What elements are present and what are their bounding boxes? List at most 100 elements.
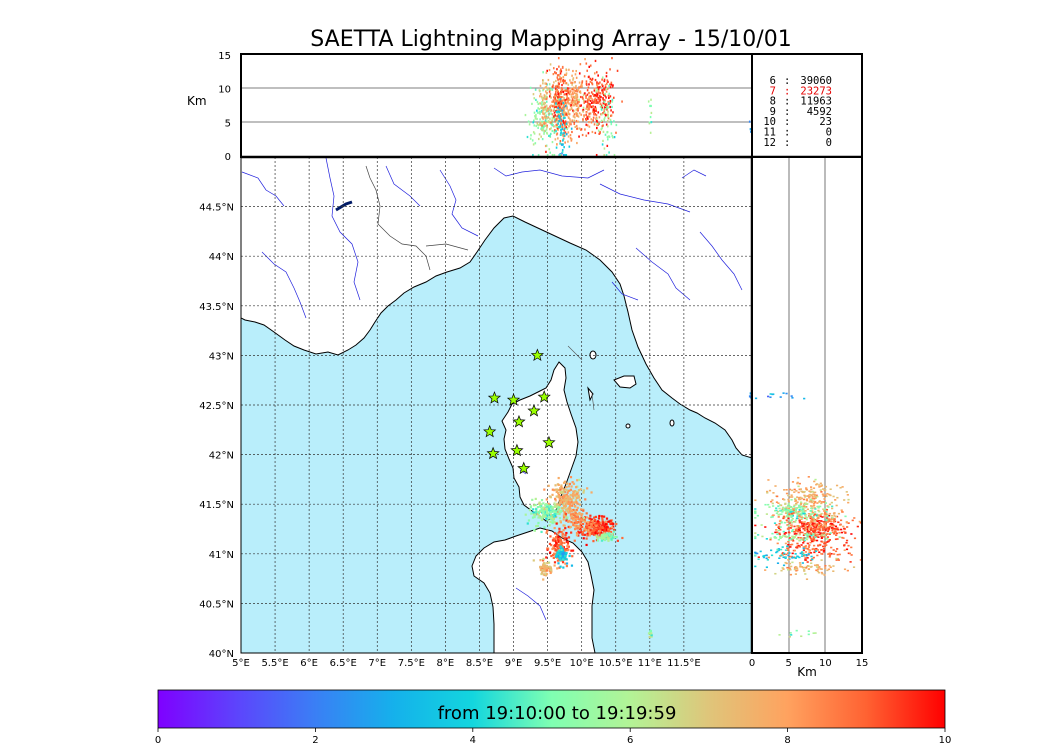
station-count-value: 11963 <box>800 96 832 108</box>
station-count-value: 4592 <box>807 106 832 118</box>
station-count-row: 12: 0 <box>763 137 832 149</box>
latitude-tick-label: 41°N <box>209 550 234 561</box>
station-count-stations: 7 <box>770 85 776 97</box>
longitude-tick-label: 6°E <box>300 658 318 669</box>
station-count-stations: 11 <box>763 127 776 139</box>
station-count-separator: : <box>784 75 790 87</box>
latitude-tick-label: 43.5°N <box>199 302 234 313</box>
latitude-ticks: 40°N 40.5°N 41°N 41.5°N 42°N 42.5°N 43°N 43.5°N… <box>199 203 234 660</box>
colorbar-tick-label: 0 <box>155 735 161 746</box>
lightning-cluster <box>647 629 653 639</box>
altitude-tick-label: 15 <box>856 658 869 669</box>
lightning-cluster <box>524 497 569 534</box>
lightning-cluster-side <box>754 545 818 569</box>
colorbar-tick-label: 8 <box>784 735 790 746</box>
station-count-row: 8:11963 <box>770 96 832 108</box>
lightning-cluster <box>595 530 618 542</box>
map-lightning-points <box>524 392 752 639</box>
capraia <box>589 350 597 360</box>
longitude-ticks: 5°E 5.5°E 6°E 6.5°E 7°E 7.5°E 8°E 8.5°E 9°E 9.5°E… <box>232 658 701 669</box>
colorbar-tick-label: 4 <box>470 735 476 746</box>
longitude-tick-label: 11.5°E <box>667 658 701 669</box>
latitude-altitude-panel: 0 5 10 15 Km <box>749 156 869 679</box>
latitude-altitude-points <box>754 392 862 638</box>
station-count-separator: : <box>784 127 790 139</box>
lightning-cluster-altitude <box>647 98 653 134</box>
station-count-stations: 12 <box>763 137 776 149</box>
altitude-longitude-panel: Km 0 5 10 15 <box>187 51 753 163</box>
station-count-stations: 6 <box>770 75 776 87</box>
lightning-cluster-altitude <box>532 63 552 148</box>
altitude-tick-label: 10 <box>218 85 231 96</box>
station-count-separator: : <box>784 96 790 108</box>
lightning-cluster-side <box>754 392 806 400</box>
altitude-longitude-points <box>524 57 752 157</box>
station-count-value: 23273 <box>800 85 832 97</box>
longitude-tick-label: 11°E <box>638 658 662 669</box>
altitude-tick-label: 5 <box>225 118 231 129</box>
station-star <box>517 461 531 475</box>
station-count-value: 0 <box>826 137 832 149</box>
map-grid <box>241 157 752 653</box>
lightning-cluster-altitude <box>567 57 623 157</box>
longitude-tick-label: 5.5°E <box>261 658 288 669</box>
lightning-cluster <box>562 508 598 537</box>
latitude-tick-label: 40°N <box>209 649 234 660</box>
colorbar-tick-label: 2 <box>312 735 318 746</box>
station-count-separator: : <box>784 116 790 128</box>
station-star <box>506 393 521 406</box>
lightning-cluster <box>555 545 574 569</box>
corsica <box>501 361 579 522</box>
latitude-tick-label: 43°N <box>209 351 234 362</box>
lightning-cluster-side <box>764 557 856 581</box>
rivers-and-borders <box>241 157 743 621</box>
colorbar-gradient <box>157 689 946 729</box>
longitude-tick-label: 8°E <box>437 658 455 669</box>
altitude-axis-label-top: Km <box>187 94 207 108</box>
station-count-value: 23 <box>819 116 832 128</box>
altitude-tick-label: 15 <box>218 51 231 62</box>
altitude-ticks-side: 0 5 10 15 <box>749 658 869 669</box>
mainland-coast <box>241 157 752 459</box>
lightning-cluster-altitude <box>562 58 597 140</box>
station-star <box>537 390 551 403</box>
longitude-tick-label: 7.5°E <box>398 658 425 669</box>
station-star <box>486 446 500 460</box>
pianosa <box>587 386 594 402</box>
latitude-tick-label: 40.5°N <box>199 599 234 610</box>
elba <box>613 375 637 389</box>
latitude-tick-label: 44°N <box>209 252 234 263</box>
altitude-axis-label-side: Km <box>797 665 817 679</box>
station-count-stations: 9 <box>770 106 776 118</box>
station-star <box>512 414 526 428</box>
longitude-tick-label: 8.5°E <box>466 658 493 669</box>
station-count-row: 6:39060 <box>770 75 832 87</box>
station-star <box>527 403 541 417</box>
station-star <box>530 348 545 362</box>
latitude-tick-label: 42.5°N <box>199 401 234 412</box>
station-count-row: 7:23273 <box>770 85 832 97</box>
station-count-value: 0 <box>826 127 832 139</box>
altitude-ticks-top: 0 5 10 15 <box>218 51 231 163</box>
latitude-tick-label: 44.5°N <box>199 203 234 214</box>
station-star <box>483 424 497 438</box>
lightning-cluster <box>532 557 553 581</box>
montecristo <box>625 423 631 429</box>
latitude-tick-label: 41.5°N <box>199 500 234 511</box>
station-star <box>542 435 556 449</box>
station-count-separator: : <box>784 85 790 97</box>
chart-title: SAETTA Lightning Mapping Array - 15/10/0… <box>310 27 791 52</box>
altitude-tick-label: 0 <box>749 658 755 669</box>
station-count-separator: : <box>784 106 790 118</box>
giglio <box>669 419 675 427</box>
station-star <box>510 443 524 457</box>
latitude-tick-label: 42°N <box>209 451 234 462</box>
longitude-tick-label: 7°E <box>368 658 386 669</box>
lightning-cluster-altitude <box>541 57 574 153</box>
colorbar-tick-label: 10 <box>939 735 952 746</box>
longitude-tick-label: 5°E <box>232 658 250 669</box>
altitude-tick-label: 0 <box>225 152 231 163</box>
longitude-tick-label: 9°E <box>505 658 523 669</box>
station-count-stations: 8 <box>770 96 776 108</box>
